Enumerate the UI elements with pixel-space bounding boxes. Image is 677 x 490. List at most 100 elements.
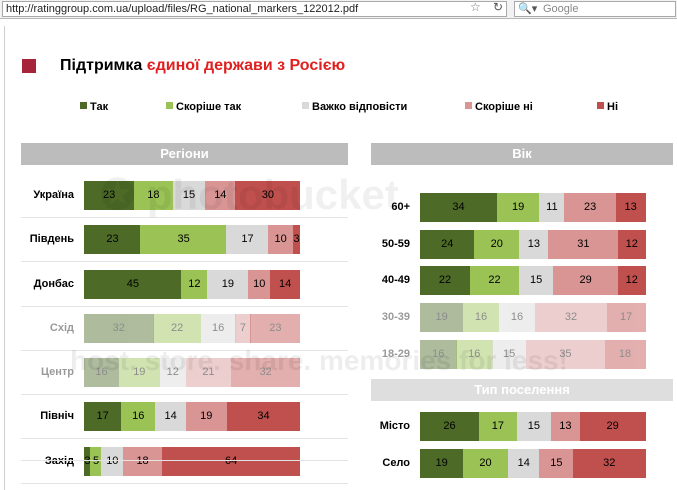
- region-row-label: Південь: [29, 233, 74, 245]
- page-edge: [4, 26, 5, 490]
- age-bar-segment: 29: [552, 266, 619, 295]
- age-row-label: 18-29: [381, 348, 410, 360]
- age-bar-segment: 16: [498, 303, 536, 332]
- region-bar-segment: 23: [84, 225, 141, 254]
- region-row-label: Донбас: [33, 278, 74, 290]
- legend-swatch: [465, 102, 472, 109]
- settlement-bar-segment: 15: [539, 449, 574, 478]
- region-bar-segment: 64: [161, 447, 301, 476]
- row-divider: [21, 350, 348, 351]
- age-bar-segment: 19: [420, 303, 464, 332]
- age-bar-segment: 34: [420, 193, 497, 222]
- legend-item-rather-no: Скоріше ні: [465, 101, 533, 113]
- regions-header: Регіони: [21, 143, 348, 165]
- region-row-label: Україна: [33, 189, 74, 201]
- region-bar-segment: 3: [292, 225, 301, 254]
- title-part-1: Підтримка: [60, 57, 147, 74]
- age-bar-segment: 16: [456, 340, 493, 369]
- region-bar-segment: 21: [185, 358, 232, 387]
- age-bar-segment: 12: [618, 230, 646, 259]
- region-bar-segment: 17: [226, 225, 269, 254]
- region-bar-segment: 34: [226, 402, 301, 431]
- region-bar-segment: 3: [84, 447, 91, 476]
- age-bar-segment: 17: [606, 303, 646, 332]
- age-bar-segment: 31: [548, 230, 619, 259]
- settlement-row-label: Село: [382, 457, 410, 469]
- legend-label: Важко відповісти: [312, 101, 408, 113]
- settlement-bar-segment: 15: [516, 412, 551, 441]
- star-icon[interactable]: ☆: [470, 0, 481, 14]
- region-bar-segment: 23: [84, 181, 135, 210]
- row-divider: [21, 306, 348, 307]
- region-bar-segment: 19: [118, 358, 161, 387]
- age-bar-segment: 13: [519, 230, 549, 259]
- settlement-bar-segment: 26: [420, 412, 479, 441]
- region-bar-segment: 45: [84, 270, 182, 299]
- age-row-label: 30-39: [381, 311, 410, 323]
- settlement-row-label: Місто: [379, 420, 410, 432]
- title-part-2: єдиної держави з Росією: [146, 57, 346, 74]
- settlement-bar-segment: 17: [478, 412, 518, 441]
- magnifier-icon: 🔍▾: [518, 3, 538, 15]
- region-bar-segment: 12: [159, 358, 186, 387]
- settlement-bar-segment: 13: [550, 412, 581, 441]
- region-bar-segment: 19: [185, 402, 228, 431]
- row-divider: [21, 261, 348, 262]
- region-bar-segment: 32: [84, 314, 154, 343]
- reload-icon[interactable]: ↻: [493, 0, 504, 14]
- row-divider: [21, 483, 348, 484]
- age-bar-segment: 32: [534, 303, 608, 332]
- legend-item-no: Ні: [597, 101, 618, 113]
- region-bar-segment: 14: [204, 181, 236, 210]
- region-bar-segment: 23: [250, 314, 301, 343]
- chart-title: Підтримка єдиної держави з Росією: [60, 57, 345, 75]
- settlement-bar-segment: 20: [462, 449, 509, 478]
- region-bar-segment: 10: [248, 270, 271, 299]
- age-row-label: 50-59: [381, 238, 410, 250]
- legend-label: Скоріше ні: [475, 101, 533, 113]
- age-bar-segment: 22: [469, 266, 520, 295]
- region-bar-segment: 5: [90, 447, 102, 476]
- age-bar-segment: 24: [420, 230, 475, 259]
- legend-label: Ні: [607, 101, 618, 113]
- region-row-label: Захід: [44, 455, 74, 467]
- browser-toolbar: http://ratinggroup.com.ua/upload/files/R…: [0, 0, 677, 19]
- age-bar-segment: 22: [420, 266, 470, 295]
- address-bar[interactable]: http://ratinggroup.com.ua/upload/files/R…: [2, 1, 507, 17]
- age-bar-segment: 15: [492, 340, 527, 369]
- region-bar-segment: 16: [200, 314, 236, 343]
- age-header: Вік: [371, 143, 673, 165]
- title-marker: [22, 59, 36, 73]
- legend-label: Скоріше так: [176, 101, 242, 113]
- age-bar-segment: 16: [420, 340, 457, 369]
- age-bar-segment: 12: [618, 266, 646, 295]
- settlement-bar-segment: 14: [507, 449, 540, 478]
- region-bar-segment: 17: [84, 402, 122, 431]
- age-bar-segment: 35: [525, 340, 605, 369]
- region-bar-segment: 14: [269, 270, 301, 299]
- region-bar-segment: 16: [84, 358, 120, 387]
- region-bar-segment: 30: [235, 181, 301, 210]
- settlement-bar-segment: 19: [420, 449, 464, 478]
- legend-item-so: Так: [80, 101, 108, 113]
- search-input[interactable]: 🔍▾ Google: [514, 1, 676, 17]
- region-bar-segment: 15: [172, 181, 206, 210]
- legend-swatch: [597, 102, 604, 109]
- legend-item-rather-yes: Скоріше так: [166, 101, 241, 113]
- settlement-bar-segment: 29: [579, 412, 646, 441]
- region-bar-segment: 7: [235, 314, 251, 343]
- search-placeholder: Google: [543, 3, 579, 15]
- age-bar-segment: 23: [564, 193, 617, 222]
- row-divider: [21, 438, 348, 439]
- region-bar-segment: 10: [101, 447, 124, 476]
- legend-label: Так: [90, 101, 109, 113]
- region-bar-segment: 12: [181, 270, 208, 299]
- watermark: host. store. share. memories for less!: [70, 345, 568, 376]
- region-bar-segment: 10: [268, 225, 294, 254]
- region-bar-segment: 14: [155, 402, 186, 431]
- age-bar-segment: 15: [519, 266, 554, 295]
- region-bar-segment: 32: [230, 358, 301, 387]
- legend-swatch: [302, 102, 309, 109]
- region-bar-segment: 22: [153, 314, 202, 343]
- divider: [21, 460, 348, 461]
